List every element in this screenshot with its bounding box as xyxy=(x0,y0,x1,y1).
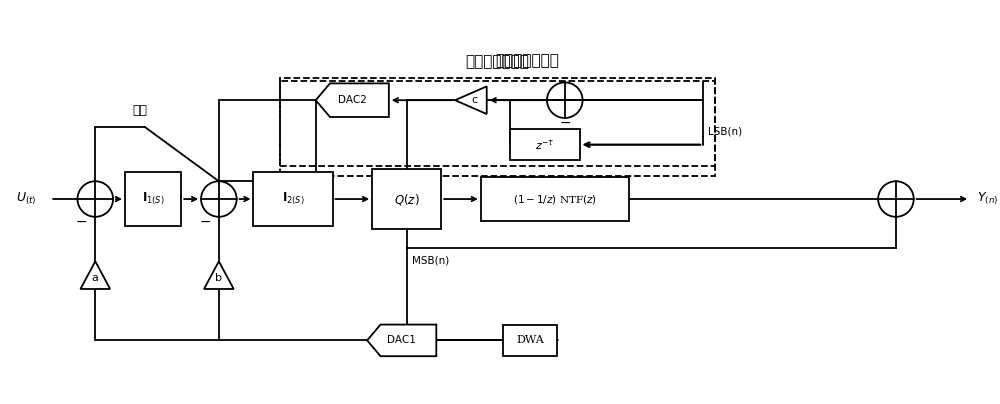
Bar xyxy=(280,82,715,176)
Polygon shape xyxy=(455,86,487,114)
Bar xyxy=(481,177,629,221)
Bar xyxy=(125,172,181,226)
Text: $z^{-\tau}$: $z^{-\tau}$ xyxy=(535,138,555,152)
Polygon shape xyxy=(316,83,389,117)
Text: b: b xyxy=(215,273,222,283)
Text: 自噪声耦合环路: 自噪声耦合环路 xyxy=(466,55,530,69)
Polygon shape xyxy=(367,324,436,356)
Text: MSB(n): MSB(n) xyxy=(412,255,449,265)
Text: $Q(z)$: $Q(z)$ xyxy=(394,191,419,206)
Text: $\mathbf{I}_{2(S)}$: $\mathbf{I}_{2(S)}$ xyxy=(282,191,304,207)
Text: $U_{(t)}$: $U_{(t)}$ xyxy=(16,191,37,207)
Text: a: a xyxy=(92,273,99,283)
Text: $Y_{(n)}$: $Y_{(n)}$ xyxy=(977,191,998,207)
Text: $-$: $-$ xyxy=(199,214,211,228)
Bar xyxy=(503,324,557,356)
Bar xyxy=(510,129,580,160)
Bar xyxy=(372,169,441,229)
Text: $(1-1/z)$ NTF$(z)$: $(1-1/z)$ NTF$(z)$ xyxy=(513,193,597,206)
Text: $-$: $-$ xyxy=(75,214,88,228)
Bar xyxy=(280,78,715,166)
Text: DWA: DWA xyxy=(516,335,544,345)
Text: DAC1: DAC1 xyxy=(387,335,416,345)
Text: DAC2: DAC2 xyxy=(338,95,367,105)
Bar xyxy=(253,172,333,226)
Text: $\mathbf{I}_{1(S)}$: $\mathbf{I}_{1(S)}$ xyxy=(142,191,164,207)
Polygon shape xyxy=(80,261,110,289)
Text: LSB(n): LSB(n) xyxy=(708,127,742,137)
Text: $-$: $-$ xyxy=(559,115,571,129)
Text: 自噪声耦合环路: 自噪声耦合环路 xyxy=(495,54,559,69)
Text: 前馈: 前馈 xyxy=(132,104,147,117)
Polygon shape xyxy=(204,261,234,289)
Text: c: c xyxy=(471,95,477,105)
